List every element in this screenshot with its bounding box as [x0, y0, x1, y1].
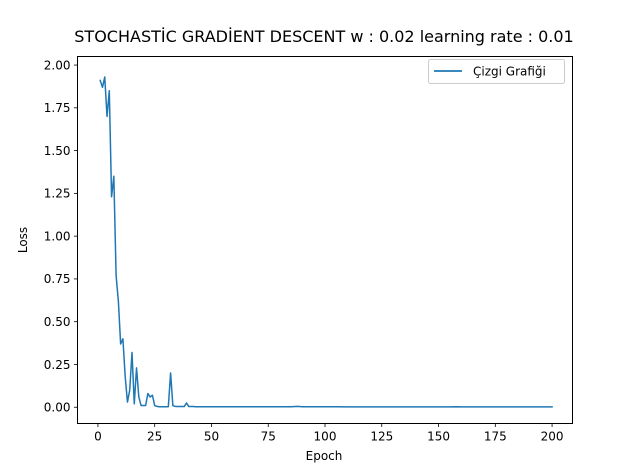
y-tick-label: 0.00	[44, 401, 71, 415]
loss-series-line	[99, 76, 553, 408]
x-tick-label: 50	[204, 430, 219, 444]
y-tick-label: 0.25	[44, 358, 71, 372]
x-tick-label: 175	[484, 430, 507, 444]
x-axis-label: Epoch	[306, 449, 343, 463]
plot-frame	[77, 56, 573, 424]
x-tick-label: 25	[147, 430, 162, 444]
y-axis-ticks: 0.00 0.25 0.50 0.75 1.00 1.25 1.50 1.75 2.00	[44, 58, 78, 415]
y-tick-label: 1.75	[44, 101, 71, 115]
legend: Çizgi Grafiği	[428, 59, 565, 84]
y-tick-label: 2.00	[44, 58, 71, 72]
legend-label: Çizgi Grafiği	[473, 65, 546, 79]
legend-box	[428, 59, 565, 84]
x-tick-label: 0	[94, 430, 102, 444]
y-tick-label: 0.50	[44, 315, 71, 329]
plot-area	[99, 76, 553, 408]
x-tick-label: 125	[370, 430, 393, 444]
x-tick-label: 100	[314, 430, 337, 444]
x-tick-label: 75	[261, 430, 276, 444]
y-tick-label: 1.50	[44, 144, 71, 158]
y-tick-label: 0.75	[44, 272, 71, 286]
y-axis-label: Loss	[16, 227, 30, 253]
chart-title: STOCHASTİC GRADİENT DESCENT w : 0.02 lea…	[74, 27, 573, 46]
x-tick-label: 200	[541, 430, 564, 444]
x-tick-label: 150	[427, 430, 450, 444]
x-axis-ticks: 0 25 50 75 100 125 150 175 200	[94, 423, 564, 444]
y-tick-label: 1.25	[44, 187, 71, 201]
y-tick-label: 1.00	[44, 229, 71, 243]
